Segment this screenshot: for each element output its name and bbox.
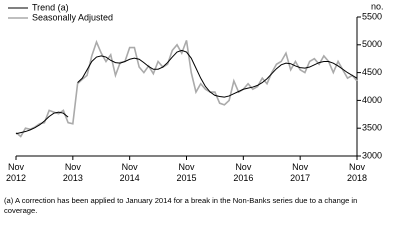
x-tick-label: Nov 2016	[233, 162, 254, 183]
chart-page: 3000 3500 4000 4500 5000 5500 no. Trend (a) Seas…	[4, 1, 384, 215]
y-tick-label: 4500	[362, 67, 382, 77]
series-line	[15, 49, 358, 135]
legend-label: Seasonally Adjusted	[32, 12, 113, 22]
x-tick-label: Nov 2018	[346, 162, 368, 183]
y-tick-label: 4000	[362, 95, 382, 105]
x-tick-label: Nov 2012	[5, 162, 27, 183]
x-tick-label: Nov 2013	[62, 162, 83, 183]
y-tick-label: 5500	[362, 11, 382, 21]
series-line	[15, 39, 358, 138]
x-tick-label: Nov 2014	[119, 162, 140, 183]
y-tick-label: 5000	[362, 39, 382, 49]
y-tick-label: 3500	[362, 123, 382, 133]
legend-label: Trend (a)	[32, 2, 69, 12]
y-unit: no.	[371, 1, 384, 11]
footnote: (a) A correction has been applied to Jan…	[4, 196, 358, 215]
y-tick-label: 3000	[362, 150, 382, 160]
x-tick-label: Nov 2015	[176, 162, 197, 183]
x-tick-label: Nov 2017	[290, 162, 311, 183]
